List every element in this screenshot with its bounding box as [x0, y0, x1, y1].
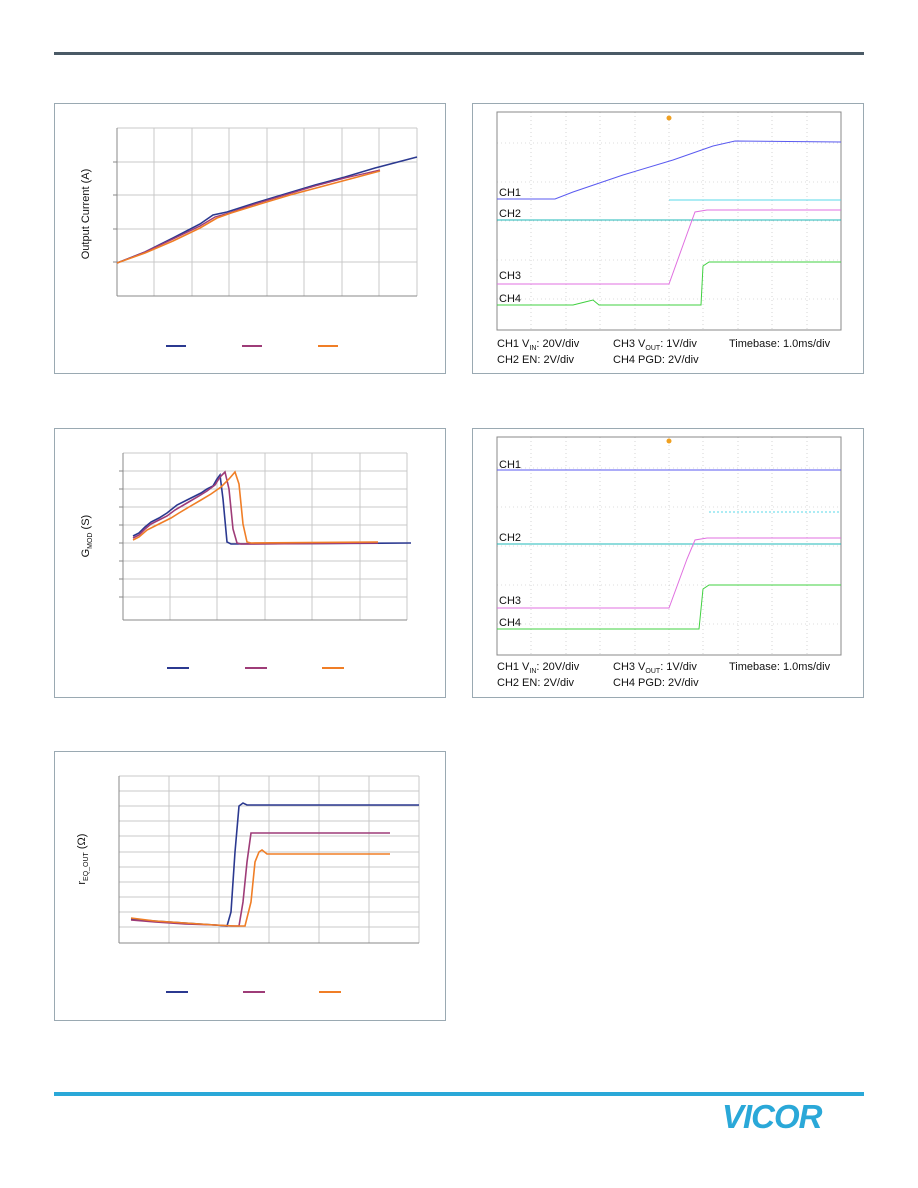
- series-line-1: [132, 472, 412, 545]
- gmod-chart: [119, 452, 412, 669]
- trigger-marker: [666, 438, 672, 444]
- chart-grid: [123, 452, 408, 621]
- header-rule: [54, 52, 864, 55]
- chart-axes: [113, 128, 417, 297]
- vicor-logo: VICOR: [722, 1098, 824, 1132]
- chart-axes: [118, 776, 419, 944]
- gmod-chart-panel: GMOD (S): [54, 428, 446, 698]
- scope-caption-ch4: CH4 PGD: 2V/div: [613, 677, 699, 689]
- svg-text:VICOR: VICOR: [722, 1098, 823, 1132]
- series-line-1: [116, 156, 418, 264]
- scope-capture-1: CH1 CH2 CH3 CH4: [496, 111, 842, 331]
- scope-caption-ch4: CH4 PGD: 2V/div: [613, 354, 699, 366]
- ch3-label: CH3: [499, 595, 521, 607]
- scope-caption-ch2: CH2 EN: 2V/div: [497, 354, 575, 366]
- scope-caption-ch2: CH2 EN: 2V/div: [497, 677, 575, 689]
- ch4-trace: [497, 261, 841, 306]
- output-current-chart-panel: Output Current (A): [54, 103, 446, 374]
- scope-caption-ch3: CH3 VOUT: 1V/div: [613, 661, 697, 676]
- series-line-3: [130, 849, 390, 927]
- ch2-label: CH2: [499, 208, 521, 220]
- y-axis-label: GMOD (S): [79, 514, 95, 558]
- scope-caption-ch3: CH3 VOUT: 1V/div: [613, 338, 697, 353]
- trigger-marker: [666, 115, 672, 121]
- scope-caption-timebase: Timebase: 1.0ms/div: [729, 338, 831, 350]
- scope-grid: [497, 112, 841, 330]
- req-out-chart: [118, 775, 420, 993]
- y-axis-label: Output Current (A): [80, 168, 92, 260]
- series-line-3: [116, 170, 381, 264]
- chart-grid: [117, 127, 418, 297]
- ch4-trace: [497, 584, 841, 630]
- ch3-trace: [497, 209, 841, 285]
- ch1-trace: [497, 140, 842, 200]
- ch1-label: CH1: [499, 459, 521, 471]
- ch3-trace: [497, 537, 841, 609]
- footer-rule: [54, 1092, 864, 1096]
- ch4-label: CH4: [499, 617, 521, 629]
- scope-capture-1-panel: CH1 CH2 CH3 CH4 CH1 VIN: 20V/div CH3 VOU…: [472, 103, 864, 374]
- req-out-chart-panel: rEQ_OUT (Ω): [54, 751, 446, 1021]
- scope-caption-timebase: Timebase: 1.0ms/div: [729, 661, 831, 673]
- y-axis-label: rEQ_OUT (Ω): [75, 833, 91, 885]
- scope-capture-2-panel: CH1 CH2 CH3 CH4 CH1 VIN: 20V/div CH3 VOU…: [472, 428, 864, 698]
- chart-axes: [119, 453, 407, 621]
- chart-grid: [119, 775, 420, 944]
- output-current-chart: [113, 127, 418, 347]
- series-line-2: [132, 470, 379, 545]
- scope-capture-2: CH1 CH2 CH3 CH4: [496, 436, 842, 656]
- ch3-label: CH3: [499, 270, 521, 282]
- series-line-2: [116, 169, 381, 264]
- scope-caption-ch1: CH1 VIN: 20V/div: [497, 661, 580, 676]
- ch4-label: CH4: [499, 293, 521, 305]
- scope-caption-ch1: CH1 VIN: 20V/div: [497, 338, 580, 353]
- series-line-3: [132, 470, 379, 544]
- ch2-label: CH2: [499, 532, 521, 544]
- scope-grid: [497, 437, 841, 655]
- ch1-label: CH1: [499, 187, 521, 199]
